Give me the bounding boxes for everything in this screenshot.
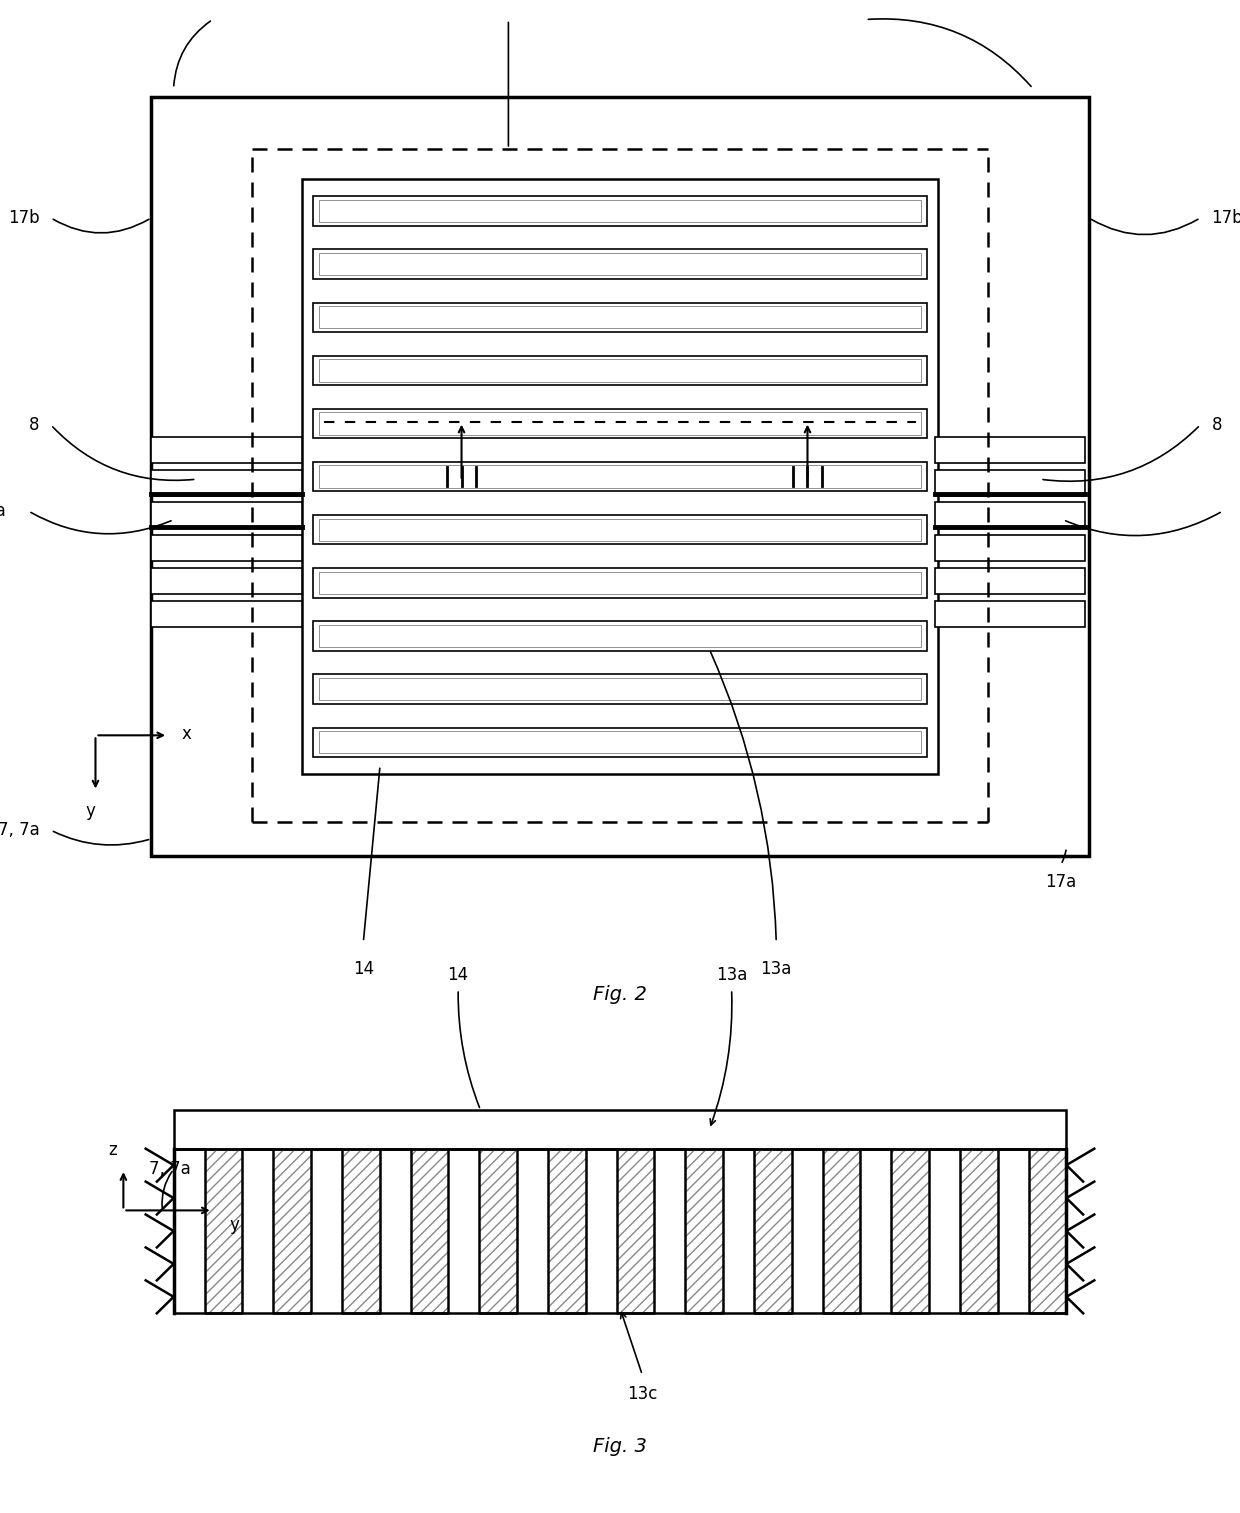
Bar [319, 466, 921, 487]
Text: x: x [181, 725, 191, 743]
Bar [151, 469, 303, 496]
Bar [151, 536, 303, 561]
Bar [174, 1111, 1066, 1148]
Text: 7, 7a: 7, 7a [0, 822, 40, 840]
Bar [151, 502, 303, 528]
Bar [319, 731, 921, 753]
Bar [151, 437, 303, 463]
Text: Fig. 2: Fig. 2 [593, 985, 647, 1005]
Bar [303, 179, 937, 775]
Bar [151, 97, 1089, 856]
Text: 14: 14 [352, 959, 374, 977]
Bar [935, 567, 1085, 595]
Bar [319, 572, 921, 595]
Text: Fig. 3: Fig. 3 [593, 1437, 647, 1456]
Text: 8: 8 [30, 416, 40, 434]
Bar [312, 728, 928, 756]
Bar [312, 569, 928, 598]
Text: 8: 8 [1211, 416, 1221, 434]
Bar [319, 306, 921, 328]
Text: 17a: 17a [1045, 873, 1076, 891]
Bar [312, 303, 928, 331]
Text: 7, 7a: 7, 7a [149, 1160, 191, 1179]
Bar [935, 536, 1085, 561]
Text: y: y [86, 802, 94, 820]
Bar [319, 678, 921, 701]
Bar [151, 601, 303, 626]
Text: 13a: 13a [715, 967, 748, 983]
Bar [312, 622, 928, 651]
Bar [319, 253, 921, 275]
Bar [319, 359, 921, 381]
Bar [935, 469, 1085, 496]
Text: 5: 5 [207, 0, 218, 3]
Bar [935, 601, 1085, 626]
Text: 17b: 17b [7, 209, 40, 227]
Bar [319, 519, 921, 542]
Bar [319, 625, 921, 648]
Text: y: y [229, 1215, 239, 1233]
Bar [312, 250, 928, 278]
Text: z: z [108, 1141, 117, 1159]
Bar [312, 675, 928, 704]
Bar [312, 514, 928, 545]
Bar [312, 461, 928, 492]
Bar [151, 567, 303, 595]
Bar [312, 409, 928, 439]
Text: 8, 8a: 8, 8a [0, 502, 6, 520]
Bar [312, 197, 928, 225]
Bar [935, 437, 1085, 463]
Text: 13a: 13a [760, 959, 792, 977]
Text: 3: 3 [503, 0, 513, 3]
Text: 17b: 17b [1211, 209, 1240, 227]
Bar [319, 412, 921, 434]
Bar [935, 502, 1085, 528]
Text: 14: 14 [448, 967, 469, 983]
Bar [319, 200, 921, 222]
Text: 13c: 13c [627, 1386, 657, 1403]
Text: 17a: 17a [849, 0, 882, 3]
Bar [312, 356, 928, 384]
